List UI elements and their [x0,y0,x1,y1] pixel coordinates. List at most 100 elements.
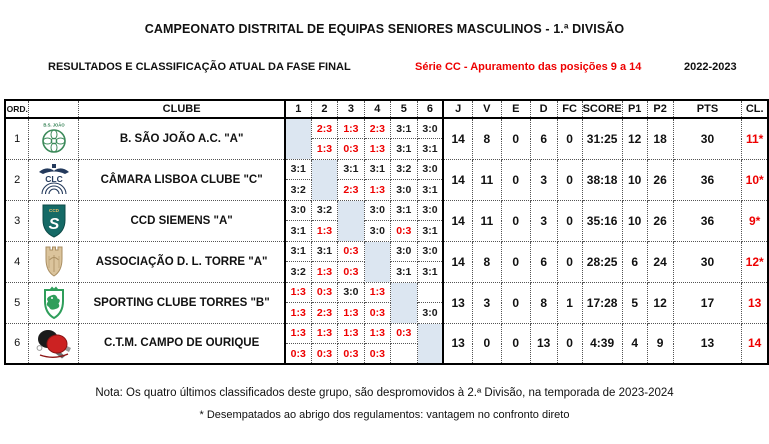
header-p1: P1 [621,99,648,119]
clc-logo-icon: CLC [28,158,80,201]
result-cell: 1:3 [283,322,312,344]
result-cell: 1:3 [337,117,365,139]
stat-p1: 6 [621,240,648,283]
result-cell: 3:1 [416,138,444,160]
stat-p2: 26 [646,158,674,201]
stat-fc: 0 [556,240,583,283]
stat-fc: 0 [556,117,583,160]
result-cell: 1:3 [310,322,339,344]
stat-d: 8 [529,281,558,324]
result-cell: 1:3 [310,220,339,242]
stat-e: 0 [500,322,531,365]
result-cell: 3:2 [390,158,418,180]
stat-d: 6 [529,240,558,283]
table-row-second-leg: 3:2 1:3 0:3 3:1 3:1 [5,261,768,283]
result-cell: 3:0 [416,117,444,139]
header-fc: FC [556,99,583,119]
result-cell-self [363,240,392,283]
stat-cl: 11* [741,117,769,160]
result-cell: 3:1 [283,240,312,262]
result-cell: 1:3 [363,179,392,201]
result-cell-self [310,158,339,201]
stat-pts: 17 [672,281,743,324]
table-row: 3 CCD S CCD SIEMENS "A" 3:0 3:2 3:0 3:1 3:0 14 1… [4,199,769,242]
result-cell: 0:3 [337,240,365,262]
result-cell: 3:1 [416,220,444,242]
stat-e: 0 [500,281,531,324]
result-cell: 3:0 [416,302,444,324]
stat-fc: 0 [556,158,583,201]
svg-text:CCD: CCD [49,208,60,213]
header-row: ORD. CLUBE 1 2 3 4 5 6 J V E D FC SCORE … [4,99,769,119]
stat-cl: 12* [741,240,769,283]
stat-e: 0 [500,117,531,160]
stat-p2: 24 [646,240,674,283]
result-cell: 0:3 [310,281,339,303]
club-name: CCD SIEMENS "A" [78,199,286,242]
stat-fc: 1 [556,281,583,324]
stat-v: 8 [471,240,502,283]
result-cell: 3:0 [363,220,392,242]
bs-joao-logo-icon: B.S. JOÃO [28,117,80,160]
result-cell-self [390,281,418,324]
stat-j: 14 [442,240,473,283]
season-label: 2022-2023 [684,61,737,73]
stat-score: 4:39 [581,322,623,365]
club-name: ASSOCIAÇÃO D. L. TORRE "A" [78,240,286,283]
table-row: 4 ASSOCIAÇÃO D. L. TORRE "A" 3:1 3:1 0:3 3:0… [4,240,769,283]
ord-cell: 6 [4,322,30,365]
stat-pts: 30 [672,240,743,283]
club-name: C.T.M. CAMPO DE OURIQUE [78,322,286,365]
result-cell: 3:0 [416,158,444,180]
header-p2: P2 [646,99,674,119]
stat-e: 0 [500,158,531,201]
result-cell: 0:3 [363,343,392,365]
ord-cell: 4 [4,240,30,283]
stat-j: 14 [442,117,473,160]
stat-score: 17:28 [581,281,623,324]
header-match-3: 3 [337,99,365,119]
header-logo [28,99,80,119]
result-cell: 3:1 [283,220,312,242]
header-clube: CLUBE [78,99,286,119]
result-cell: 0:3 [337,343,365,365]
result-cell: 0:3 [390,220,418,242]
stat-fc: 0 [556,322,583,365]
stat-pts: 13 [672,322,743,365]
ord-cell: 1 [4,117,30,160]
result-cell: 3:0 [337,281,365,303]
result-cell: 3:2 [283,179,312,201]
result-cell: 3:1 [416,179,444,201]
stat-pts: 36 [672,199,743,242]
ctm-ourique-logo-icon [28,322,80,365]
stat-pts: 30 [672,117,743,160]
stat-cl: 9* [741,199,769,242]
club-name: SPORTING CLUBE TORRES "B" [78,281,286,324]
result-cell: 3:1 [337,158,365,180]
standings-table: ORD. CLUBE 1 2 3 4 5 6 J V E D FC SCORE … [4,99,769,365]
note-tiebreak: * Desempatados ao abrigo dos regulamento… [199,409,570,421]
result-cell: 2:3 [310,117,339,139]
result-cell-empty [390,343,418,365]
stat-j: 13 [442,322,473,365]
club-name: CÂMARA LISBOA CLUBE "C" [78,158,286,201]
table-row-second-leg: 3:1 1:3 3:0 0:3 3:1 [5,220,768,242]
stat-p1: 4 [621,322,648,365]
stat-cl: 13 [741,281,769,324]
header-match-1: 1 [283,99,312,119]
result-cell: 1:3 [363,138,392,160]
table-row: 5 SPORTING CLUBE TORRES "B" 1:3 0:3 3:0 1:3 1… [4,281,769,324]
stat-p2: 9 [646,322,674,365]
result-cell: 3:0 [363,199,392,221]
stat-cl: 14 [741,322,769,365]
result-cell: 1:3 [363,281,392,303]
stat-e: 0 [500,240,531,283]
stat-cl: 10* [741,158,769,201]
stat-p1: 10 [621,199,648,242]
result-cell: 3:1 [390,199,418,221]
header-match-2: 2 [310,99,339,119]
result-cell: 3:0 [416,240,444,262]
header-ord: ORD. [4,99,30,119]
stat-j: 14 [442,158,473,201]
result-cell: 3:1 [363,158,392,180]
